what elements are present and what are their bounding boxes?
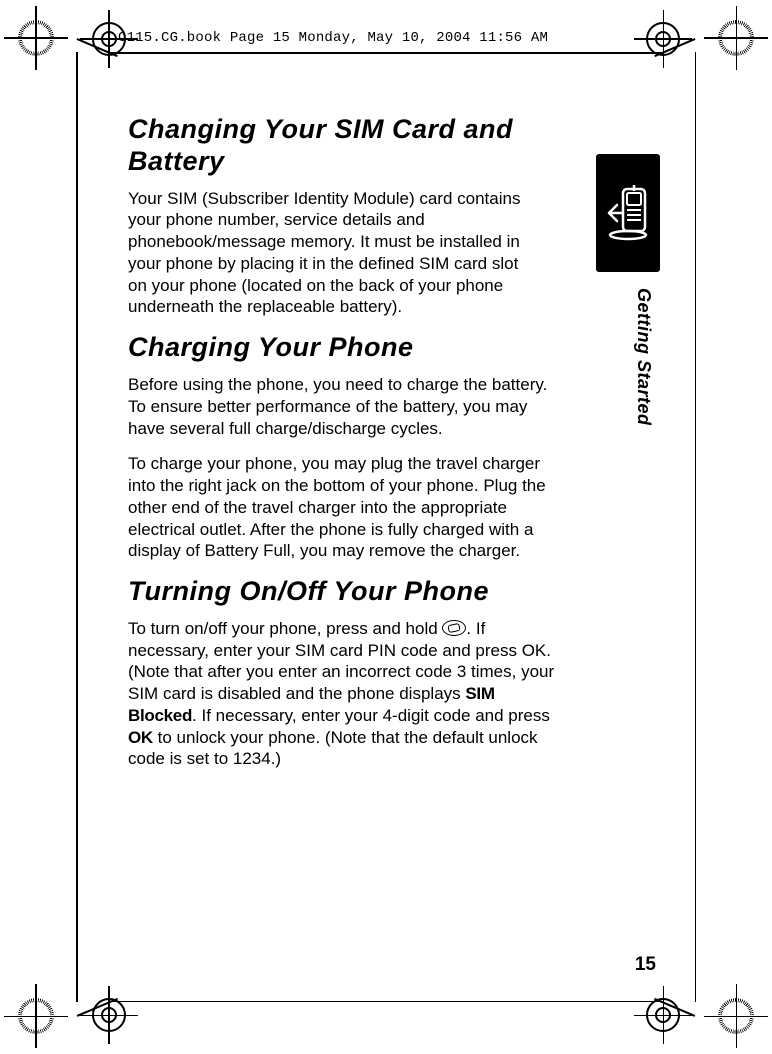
power-key-icon (442, 620, 466, 636)
frame-line (108, 52, 664, 54)
crop-cross (663, 986, 665, 1044)
heading-turn-on-off: Turning On/Off Your Phone (128, 576, 560, 608)
crop-cross (736, 6, 738, 70)
paragraph-sim-intro: Your SIM (Subscriber Identity Module) ca… (128, 188, 533, 319)
header-path-text: C115.CG.book Page 15 Monday, May 10, 200… (118, 30, 548, 46)
crop-cross (736, 984, 738, 1048)
crop-cross (35, 6, 37, 70)
page-number: 15 (635, 954, 656, 976)
text-fragment: To turn on/off your phone, press and hol… (128, 619, 442, 638)
chapter-tab (596, 154, 660, 272)
page-content: Changing Your SIM Card and Battery Your … (128, 114, 560, 784)
text-fragment: . If necessary, enter your 4-digit code … (192, 706, 550, 725)
paragraph-charge-2: To charge your phone, you may plug the t… (128, 453, 560, 562)
section-label: Getting Started (633, 288, 654, 426)
heading-sim-battery: Changing Your SIM Card and Battery (128, 114, 560, 178)
heading-charging: Charging Your Phone (128, 332, 560, 364)
frame-line (108, 1001, 664, 1003)
frame-line (76, 52, 78, 1002)
crop-cross (108, 986, 110, 1044)
frame-line (695, 52, 697, 1002)
crop-cross (35, 984, 37, 1048)
phone-icon (605, 183, 651, 243)
crop-cross (663, 10, 665, 68)
text-fragment: to unlock your phone. (Note that the def… (128, 728, 538, 769)
bold-ok: OK (128, 728, 153, 747)
crop-cross (108, 10, 110, 68)
paragraph-turn-on-off: To turn on/off your phone, press and hol… (128, 618, 560, 770)
paragraph-charge-1: Before using the phone, you need to char… (128, 374, 560, 439)
